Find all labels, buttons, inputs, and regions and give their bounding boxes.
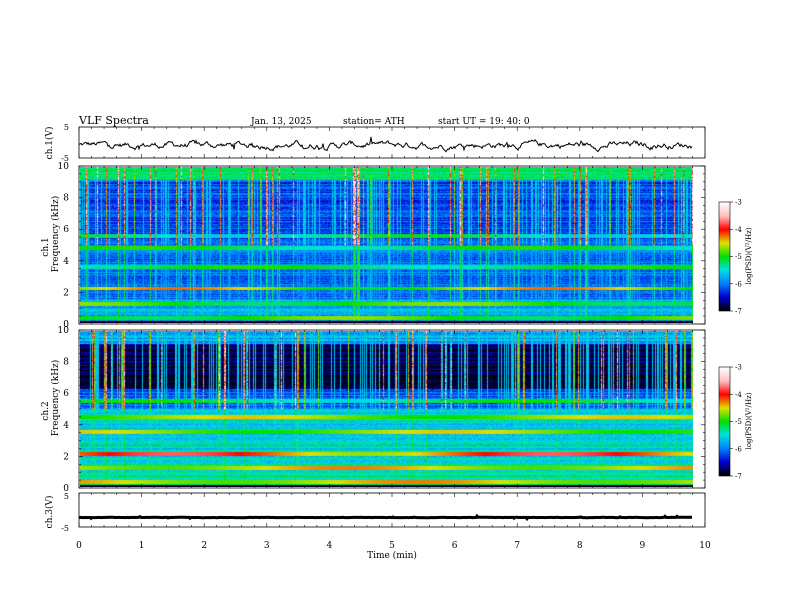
ch2-spec-ytick-label: 2 bbox=[63, 452, 69, 462]
ch1-spec-ytick-label: 0 bbox=[63, 320, 69, 330]
ch1-spectrogram-panel: 0 2 4 6 8 10 ch.1 Frequency (kHz) bbox=[41, 162, 706, 330]
ch1-colorbar-tick-label: -7 bbox=[735, 308, 742, 316]
ch1-spec-ytick-label: 2 bbox=[63, 288, 69, 298]
ch1-spec-ytick-label: 4 bbox=[63, 257, 69, 267]
ch2-spec-ytick-label: 6 bbox=[63, 389, 69, 399]
ch1-spec-ytick-label: 6 bbox=[63, 225, 69, 235]
time-axis-label: Time (min) bbox=[367, 550, 417, 561]
ch1-colorbar-tick-label: -6 bbox=[735, 280, 742, 288]
ch1-colorbar: -3 -4 -5 -6 -7 log(PSD)(V²/Hz) bbox=[718, 199, 753, 316]
date-label: Jan. 13, 2025 bbox=[250, 117, 312, 127]
ch2-spectrogram-image bbox=[80, 331, 693, 487]
ch2-spec-ylabel: Frequency (kHz) bbox=[50, 360, 61, 437]
ch1-colorbar-label: log(PSD)(V²/Hz) bbox=[745, 227, 753, 284]
figure-title: VLF Spectra bbox=[78, 114, 149, 127]
ch1-colorbar-tick-label: -4 bbox=[735, 226, 742, 234]
ch3-ylabel: ch.3(V) bbox=[44, 496, 55, 529]
ch3-ytick-neg5: -5 bbox=[61, 524, 69, 533]
ch1-ylabel: ch.1(V) bbox=[44, 127, 55, 160]
ch2-spec-ytick-label: 8 bbox=[63, 358, 69, 368]
time-tick-label: 6 bbox=[452, 541, 458, 551]
ch2-colorbar-tick-label: -4 bbox=[735, 391, 742, 399]
time-tick-label: 5 bbox=[389, 541, 395, 551]
time-tick-label: 7 bbox=[514, 541, 520, 551]
ch2-spec-channel-label: ch.2 bbox=[41, 401, 51, 420]
ch1-spec-ytick-label: 8 bbox=[63, 194, 69, 204]
ch3-waveform-panel: 5 -5 ch.3(V) bbox=[44, 492, 706, 533]
ch1-panel-frame bbox=[78, 126, 706, 159]
ch1-ytick-5: 5 bbox=[64, 123, 69, 132]
time-tick-label: 1 bbox=[139, 541, 145, 551]
time-tick-label: 2 bbox=[201, 541, 207, 551]
ch1-colorbar-gradient bbox=[719, 202, 730, 311]
ch3-panel-frame bbox=[78, 492, 706, 528]
ch2-colorbar-label: log(PSD)(V²/Hz) bbox=[745, 392, 753, 449]
time-tick-label: 9 bbox=[640, 541, 646, 551]
time-tick-label: 0 bbox=[76, 541, 82, 551]
ch2-spec-ytick-label: 4 bbox=[63, 421, 69, 431]
station-label: station= ATH bbox=[343, 117, 405, 127]
ch2-colorbar-tick-label: -5 bbox=[735, 418, 742, 426]
ch1-spectrogram-image bbox=[80, 167, 693, 323]
ch1-colorbar-tick-label: -5 bbox=[735, 253, 742, 261]
ch1-spec-ytick-label: 10 bbox=[58, 162, 70, 172]
ch1-waveform-line bbox=[78, 136, 693, 153]
time-tick-label: 8 bbox=[577, 541, 583, 551]
ch2-colorbar-tick-label: -7 bbox=[735, 473, 742, 481]
ch3-waveform-line bbox=[79, 513, 693, 522]
start-time-label: start UT = 19: 40: 0 bbox=[438, 117, 530, 127]
time-tick-label: 3 bbox=[264, 541, 270, 551]
ch2-spec-ytick-label: 0 bbox=[63, 484, 69, 494]
ch1-ytick-neg5: -5 bbox=[61, 154, 69, 163]
ch1-spec-channel-label: ch.1 bbox=[41, 237, 51, 256]
ch2-colorbar-tick-label: -3 bbox=[735, 364, 742, 372]
ch2-colorbar-gradient bbox=[719, 367, 730, 476]
ch1-waveform-panel: 5 -5 ch.1(V) bbox=[44, 123, 706, 163]
ch3-ytick-5: 5 bbox=[64, 492, 69, 501]
time-axis: 0 1 2 3 4 5 6 7 8 9 10 bbox=[76, 541, 711, 551]
ch2-colorbar-tick-label: -6 bbox=[735, 445, 742, 453]
ch1-colorbar-tick-label: -3 bbox=[735, 199, 742, 207]
time-tick-label: 10 bbox=[699, 541, 711, 551]
ch2-colorbar: -3 -4 -5 -6 -7 log(PSD)(V²/Hz) bbox=[718, 364, 753, 481]
ch1-spec-ylabel: Frequency (kHz) bbox=[50, 196, 61, 273]
ch2-spec-ytick-label: 10 bbox=[58, 326, 70, 336]
ch2-spectrogram-panel: 0 2 4 6 8 10 ch.2 Frequency (kHz) bbox=[41, 326, 706, 494]
time-tick-label: 4 bbox=[327, 541, 333, 551]
